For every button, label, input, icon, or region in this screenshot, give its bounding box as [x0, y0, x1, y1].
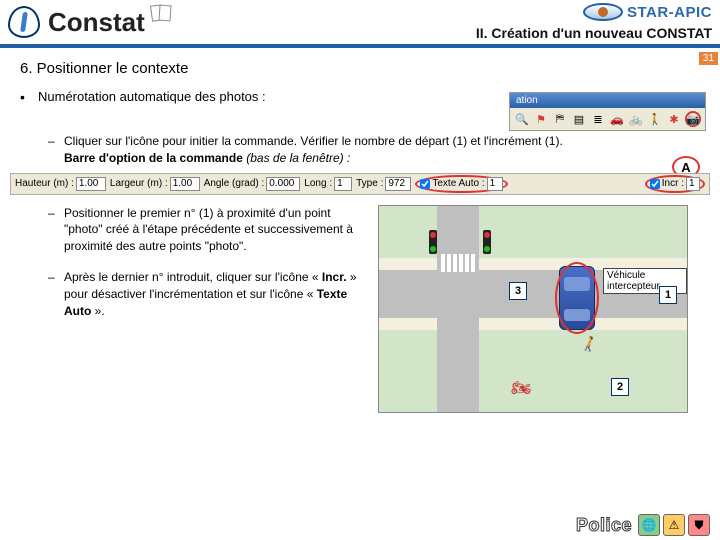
pedestrian-icon: 🚶	[579, 333, 601, 355]
footer-icons: 🌐 ⚠ ⛊	[638, 514, 710, 536]
pedestrian-icon[interactable]: 🚶	[647, 111, 663, 127]
sub-list-1: Cliquer sur l'icône pour initier la comm…	[48, 133, 720, 167]
bike-icon[interactable]: 🚲	[628, 111, 644, 127]
sidewalk	[379, 318, 437, 330]
ob-val-type[interactable]: 972	[385, 177, 411, 191]
books-icon	[151, 5, 171, 21]
header: Constat STAR-APIC II. Création d'un nouv…	[0, 0, 720, 48]
lower-text: Positionner le premier n° (1) à proximit…	[0, 205, 370, 413]
ob-lbl-long: Long :	[304, 178, 332, 189]
shield-icon: ⛊	[688, 514, 710, 536]
marker-1: 1	[659, 286, 677, 304]
map-diagram: Véhicule intercepteur 🚶 🏍 3 1 2	[378, 205, 688, 413]
doc-icon[interactable]: ▤	[571, 111, 587, 127]
cb-texte-auto[interactable]	[420, 179, 430, 189]
crosswalk	[441, 254, 475, 272]
item-1: Cliquer sur l'icône pour initier la comm…	[48, 133, 720, 167]
lower-section: Positionner le premier n° (1) à proximit…	[0, 205, 720, 413]
marker-2: 2	[611, 378, 629, 396]
zoom-icon[interactable]: 🔍	[514, 111, 530, 127]
camera-icon[interactable]: 📷	[685, 111, 701, 127]
bullet-dot: •	[20, 89, 38, 105]
item-3: Après le dernier n° introduit, cliquer s…	[48, 269, 370, 319]
cb-incr[interactable]	[650, 179, 660, 189]
ob-lbl-type: Type :	[356, 178, 383, 189]
traffic-light-icon	[429, 230, 437, 254]
flag-icon[interactable]: ⚑	[533, 111, 549, 127]
car-icon[interactable]: 🚗	[609, 111, 625, 127]
star-icon[interactable]: ✱	[666, 111, 682, 127]
ob-lbl-hauteur: Hauteur (m) :	[15, 178, 74, 189]
ob-val-largeur[interactable]: 1.00	[170, 177, 200, 191]
flags-icon[interactable]: ⛿	[552, 111, 568, 127]
eye-icon	[583, 3, 623, 21]
page-number: 31	[699, 52, 718, 65]
photo-toolbar: ation 🔍 ⚑ ⛿ ▤ ≣ 🚗 🚲 🚶 ✱ 📷	[509, 92, 706, 131]
warning-icon: ⚠	[663, 514, 685, 536]
sidewalk	[379, 258, 437, 270]
item1-italic: (bas de la fenêtre) :	[243, 151, 350, 165]
texte-auto-group[interactable]: Texte Auto :1	[415, 175, 507, 193]
traffic-light-icon	[483, 230, 491, 254]
marker-3: 3	[509, 282, 527, 300]
car-highlight-circle	[555, 262, 599, 334]
toolbar-icons: 🔍 ⚑ ⛿ ▤ ≣ 🚗 🚲 🚶 ✱ 📷	[510, 108, 705, 130]
incr-group[interactable]: Incr :1	[645, 175, 705, 193]
police-logo: Police	[576, 515, 632, 536]
header-right: STAR-APIC II. Création d'un nouveau CONS…	[476, 3, 712, 41]
ob-lbl-angle: Angle (grad) :	[204, 178, 265, 189]
heading: 6. Positionner le contexte	[20, 60, 700, 77]
bullet-text: Numérotation automatique des photos :	[38, 89, 266, 104]
moto-icon: 🏍	[511, 378, 525, 400]
item1-text: Cliquer sur l'icône pour initier la comm…	[64, 134, 563, 148]
option-bar: Hauteur (m) :1.00 Largeur (m) :1.00 Angl…	[10, 173, 710, 195]
section-title: II. Création d'un nouveau CONSTAT	[476, 25, 712, 41]
ob-texte-val[interactable]: 1	[487, 177, 503, 191]
ob-incr-val[interactable]: 1	[686, 177, 700, 191]
globe-icon: 🌐	[638, 514, 660, 536]
ob-val-long[interactable]: 1	[334, 177, 352, 191]
police-shield-logo	[8, 6, 40, 38]
footer: Police 🌐 ⚠ ⛊	[576, 514, 710, 536]
ob-val-hauteur[interactable]: 1.00	[76, 177, 106, 191]
toolbar-title: ation	[510, 93, 705, 108]
list-icon[interactable]: ≣	[590, 111, 606, 127]
brand-text: STAR-APIC	[627, 4, 712, 21]
brand-logo: STAR-APIC	[583, 3, 712, 21]
item-2: Positionner le premier n° (1) à proximit…	[48, 205, 370, 255]
item1-bold: Barre d'option de la commande	[64, 151, 243, 165]
item3-text: Après le dernier n° introduit, cliquer s…	[64, 270, 357, 318]
app-title: Constat	[48, 7, 145, 38]
ob-val-angle[interactable]: 0.000	[266, 177, 300, 191]
ob-lbl-largeur: Largeur (m) :	[110, 178, 168, 189]
